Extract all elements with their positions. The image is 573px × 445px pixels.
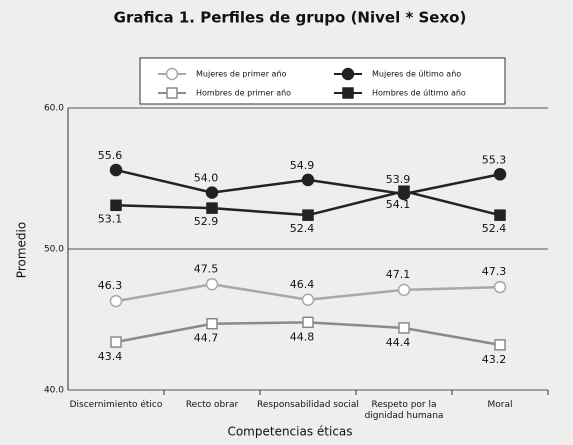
data-label: 43.2 [482,353,507,366]
legend-label: Hombres de primer año [196,89,291,98]
data-point [110,199,122,212]
data-label: 53.1 [98,212,123,225]
data-label: 44.4 [386,336,411,349]
data-label: 52.4 [290,222,315,235]
data-point [206,202,218,214]
data-point [301,173,315,187]
x-tick-label: Respeto por la dignidad humana [364,400,444,421]
data-label: 54.9 [290,159,315,172]
x-tick-label: Recto obrar [185,400,239,410]
data-point [110,336,122,348]
data-point [398,322,410,334]
legend-marker [166,87,178,99]
chart-title: Grafica 1. Perfiles de grupo (Nivel * Se… [114,9,467,27]
legend-label: Mujeres de primer año [196,70,287,79]
x-tick-label: Discernimiento ético [69,400,163,410]
data-point [109,294,123,308]
data-point [109,163,123,177]
data-point [493,280,507,294]
data-point [398,185,410,197]
data-label: 46.4 [290,278,315,291]
data-label: 55.6 [98,149,123,162]
data-label: 46.3 [98,279,123,292]
data-label: 47.1 [386,268,411,281]
x-tick-label: Responsabilidad social [257,400,359,410]
data-point [301,293,315,307]
legend-marker [341,67,355,81]
legend-marker [342,87,354,99]
data-label: 47.3 [482,265,507,278]
data-point [494,339,506,351]
data-point [397,283,411,297]
data-label: 54.1 [386,198,411,211]
x-tick-label: Moral [487,400,513,410]
data-point [205,278,219,291]
data-label: 43.4 [98,350,123,363]
data-label: 54.0 [194,172,219,185]
y-tick-label: 50.0 [44,245,64,255]
data-label: 53.9 [386,173,411,186]
legend-marker [165,67,179,81]
data-point [302,209,314,221]
data-label: 52.9 [194,215,219,228]
legend-label: Hombres de último año [372,89,466,98]
data-label: 44.7 [194,332,219,345]
data-point [206,317,218,330]
y-axis-title: Promedio [15,222,29,278]
legend-box [139,57,506,105]
data-point [494,209,506,221]
data-label: 47.5 [194,262,219,275]
y-tick-label: 40.0 [44,386,64,396]
x-axis-title: Competencias éticas [227,425,352,439]
data-point [205,186,219,199]
data-label: 44.8 [290,330,315,343]
data-label: 52.4 [482,222,507,235]
y-tick-label: 60.0 [44,104,64,114]
legend-label: Mujeres de último año [372,70,461,79]
data-point [302,316,314,329]
data-label: 55.3 [482,153,507,166]
data-point [493,168,507,181]
